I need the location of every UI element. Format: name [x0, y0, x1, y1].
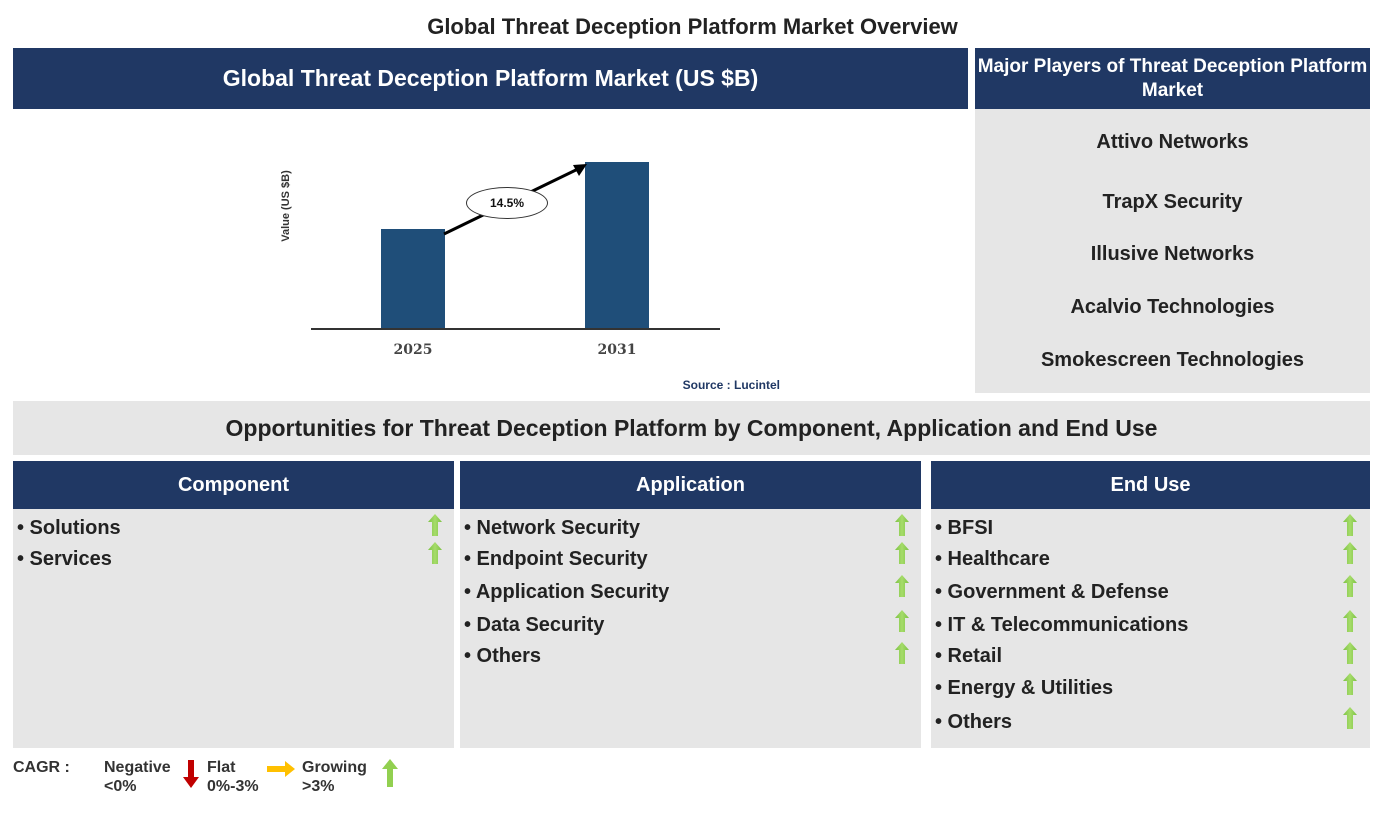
legend-label: CAGR :: [13, 759, 70, 776]
growing-arrow-icon: [1343, 707, 1357, 729]
negative-arrow-icon: [183, 760, 199, 788]
page-title: Global Threat Deception Platform Market …: [427, 14, 958, 39]
legend-negative: Negative <0%: [104, 759, 171, 795]
player-item: Attivo Networks: [1096, 131, 1249, 153]
cagr-annotation: 14.5%: [466, 187, 548, 219]
flat-arrow-icon: [267, 761, 295, 777]
list-item: • Application Security: [464, 581, 670, 603]
growing-arrow-icon: [1343, 610, 1357, 632]
chart-header: Global Threat Deception Platform Market …: [13, 48, 968, 109]
opportunities-banner: Opportunities for Threat Deception Platf…: [13, 401, 1370, 455]
player-item: TrapX Security: [1102, 191, 1243, 213]
chart-area: [13, 109, 968, 394]
growing-arrow-icon: [1343, 542, 1357, 564]
application-list: • Network Security • Endpoint Security •…: [460, 509, 921, 748]
growing-arrow-icon: [895, 642, 909, 664]
players-header: Major Players of Threat Deception Platfo…: [975, 48, 1370, 109]
x-tick-2031: 2031: [597, 342, 637, 358]
growing-arrow-icon: [895, 575, 909, 597]
end-use-list: • BFSI • Healthcare • Government & Defen…: [931, 509, 1370, 748]
component-header: Component: [13, 461, 454, 509]
y-axis-label: Value (US $B): [279, 170, 292, 242]
growing-arrow-icon: [895, 542, 909, 564]
legend-growing: Growing >3%: [302, 759, 367, 795]
list-item: • Services: [17, 548, 112, 570]
bar-2025: [381, 229, 445, 329]
player-item: Acalvio Technologies: [1070, 296, 1275, 318]
legend-flat: Flat 0%-3%: [207, 759, 259, 795]
growing-arrow-icon: [1343, 514, 1357, 536]
player-item: Smokescreen Technologies: [1040, 349, 1305, 371]
bar-2031: [585, 162, 649, 329]
application-header: Application: [460, 461, 921, 509]
list-item: • Others: [935, 711, 1013, 733]
list-item: • Endpoint Security: [464, 548, 648, 570]
list-item: • Others: [464, 645, 542, 667]
x-axis: [311, 328, 720, 330]
component-list: • Solutions • Services: [13, 509, 454, 748]
list-item: • Healthcare: [935, 548, 1050, 570]
list-item: • BFSI: [935, 517, 994, 539]
source-label: Source : Lucintel: [682, 378, 780, 392]
list-item: • Energy & Utilities: [935, 677, 1114, 699]
list-item: • Solutions: [17, 517, 121, 539]
growing-arrow-icon: [1343, 575, 1357, 597]
growing-arrow-icon: [1343, 642, 1357, 664]
growing-arrow-icon: [382, 759, 398, 787]
growing-arrow-icon: [428, 514, 442, 536]
growing-arrow-icon: [1343, 673, 1357, 695]
list-item: • Data Security: [464, 614, 605, 636]
list-item: • Retail: [935, 645, 1003, 667]
x-tick-2025: 2025: [393, 342, 433, 358]
player-item: Illusive Networks: [1090, 243, 1255, 265]
growing-arrow-icon: [428, 542, 442, 564]
growing-arrow-icon: [895, 514, 909, 536]
players-list: Attivo Networks TrapX Security Illusive …: [975, 109, 1370, 393]
list-item: • IT & Telecommunications: [935, 614, 1189, 636]
growing-arrow-icon: [895, 610, 909, 632]
end-use-header: End Use: [931, 461, 1370, 509]
list-item: • Government & Defense: [935, 581, 1169, 603]
list-item: • Network Security: [464, 517, 640, 539]
